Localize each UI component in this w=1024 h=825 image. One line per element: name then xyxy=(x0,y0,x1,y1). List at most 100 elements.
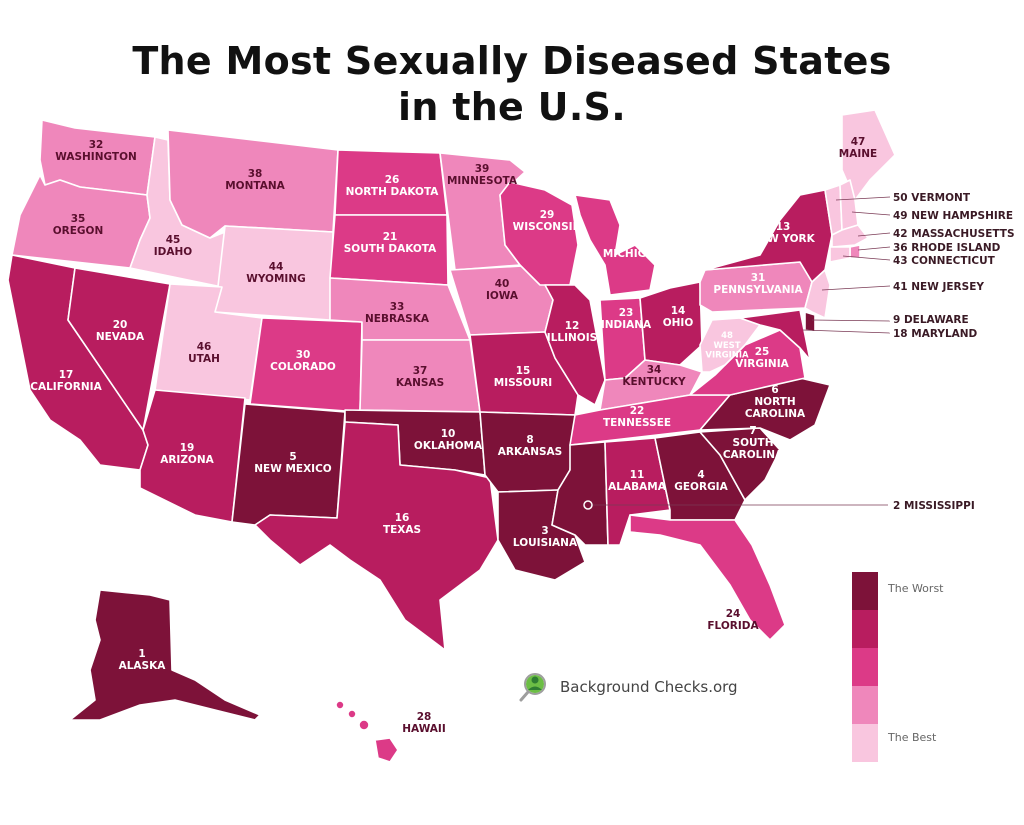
label-name: IOWA xyxy=(486,290,519,302)
ext-label-delaware: 9 DELAWARE xyxy=(893,314,969,326)
label-utah: 46 UTAH xyxy=(188,341,220,365)
label-wisconsin: 29 WISCONSIN xyxy=(513,209,582,233)
state-rhode-island xyxy=(849,244,861,259)
ext-label-mississippi: 2 MISSISSIPPI xyxy=(893,500,975,512)
label-name: UTAH xyxy=(188,353,220,365)
label-west-virginia: 48 WEST VIRGINIA xyxy=(705,331,749,361)
label-name: OREGON xyxy=(53,225,104,237)
label-alabama: 11 ALABAMA xyxy=(608,469,667,493)
label-name: MISSOURI xyxy=(494,377,552,389)
magnifier-person-icon xyxy=(519,673,546,702)
external-labels: 50 VERMONT 49 NEW HAMPSHIRE 42 MASSACHUS… xyxy=(583,192,1015,512)
label-nevada: 20 NEVADA xyxy=(96,319,145,343)
label-name: VIRGINIA xyxy=(735,358,789,370)
map-title-line-2: in the U.S. xyxy=(398,85,626,129)
label-florida: 24 FLORIDA xyxy=(707,608,759,632)
label-name: PENNSYLVANIA xyxy=(713,284,803,296)
state-maine xyxy=(841,109,896,201)
legend-swatch-worst xyxy=(852,572,878,610)
state-hawaii-isle-1 xyxy=(335,700,345,710)
leader-massachusetts xyxy=(857,232,891,237)
label-rank: 29 xyxy=(540,209,555,221)
label-new-mexico: 5 NEW MEXICO xyxy=(254,451,332,475)
state-west-virginia xyxy=(699,317,761,373)
ext-label-vermont: 50 VERMONT xyxy=(893,192,971,204)
label-north-dakota: 26 NORTH DAKOTA xyxy=(346,174,440,198)
label-name: ARKANSAS xyxy=(498,446,563,458)
map-title: The Most Sexually Diseased States in the… xyxy=(0,38,1024,130)
label-name: VIRGINIA xyxy=(705,351,749,361)
label-name: NEVADA xyxy=(96,331,145,343)
leader-vermont xyxy=(835,196,891,201)
label-name: TENNESSEE xyxy=(603,417,671,429)
label-ohio: 14 OHIO xyxy=(663,305,694,329)
mississippi-marker xyxy=(583,500,593,510)
label-name: WASHINGTON xyxy=(55,151,137,163)
label-name: ALASKA xyxy=(119,660,167,672)
label-rank: 13 xyxy=(776,221,791,233)
label-name: TEXAS xyxy=(383,524,421,536)
label-michigan: 27 MICHIGAN xyxy=(603,236,663,260)
label-rank: 5 xyxy=(289,451,296,463)
state-labels: 32 WASHINGTON 35 OREGON 17 CALIFORNIA 4 5 IDA… xyxy=(30,136,877,735)
label-kansas: 37 KANSAS xyxy=(396,365,444,389)
label-name: NEW MEXICO xyxy=(254,463,332,475)
label-rank: 8 xyxy=(526,434,533,446)
label-rank: 12 xyxy=(565,320,580,332)
ext-label-rhode-island: 36 RHODE ISLAND xyxy=(893,242,1001,254)
label-illinois: 12 ILLINOIS xyxy=(547,320,597,344)
label-name: NEBRASKA xyxy=(365,313,430,325)
label-name: ARIZONA xyxy=(160,454,214,466)
label-oklahoma: 10 OKLAHOMA xyxy=(414,428,483,452)
state-shapes xyxy=(7,109,896,763)
state-hawaii xyxy=(374,737,399,763)
label-rank: 40 xyxy=(495,278,510,290)
label-name: MICHIGAN xyxy=(603,248,663,260)
label-indiana: 23 INDIANA xyxy=(601,307,652,331)
label-name: LOUISIANA xyxy=(513,537,578,549)
label-rank: 4 xyxy=(697,469,704,481)
label-name: CAROLINA xyxy=(745,408,806,420)
label-rank: 21 xyxy=(383,231,398,243)
state-hawaii-isle-3 xyxy=(358,719,370,731)
label-south-dakota: 21 SOUTH DAKOTA xyxy=(344,231,437,255)
label-iowa: 40 IOWA xyxy=(486,278,519,302)
label-oregon: 35 OREGON xyxy=(53,213,104,237)
label-rank: 22 xyxy=(630,405,645,417)
label-name: NORTH xyxy=(754,396,795,408)
label-rank: 17 xyxy=(59,369,74,381)
label-name: OKLAHOMA xyxy=(414,440,483,452)
legend-swatch-best xyxy=(852,724,878,762)
leader-delaware xyxy=(811,319,891,322)
label-rank: 19 xyxy=(180,442,195,454)
label-name: FLORIDA xyxy=(707,620,759,632)
state-alaska xyxy=(69,589,261,721)
label-maine: 47 MAINE xyxy=(839,136,877,160)
label-arkansas: 8 ARKANSAS xyxy=(498,434,563,458)
legend-swatch-3 xyxy=(852,648,878,686)
label-rank: 39 xyxy=(475,163,490,175)
label-georgia: 4 GEORGIA xyxy=(674,469,728,493)
label-rank: 34 xyxy=(647,364,662,376)
label-california: 17 CALIFORNIA xyxy=(30,369,102,393)
ext-label-massachusetts: 42 MASSACHUSETTS xyxy=(893,228,1015,240)
ext-label-new-hampshire: 49 NEW HAMPSHIRE xyxy=(893,210,1013,222)
label-north-carolina: 6 NORTH CAROLINA xyxy=(745,384,806,420)
label-colorado: 30 COLORADO xyxy=(270,349,336,373)
label-name: CALIFORNIA xyxy=(30,381,102,393)
label-name: IDAHO xyxy=(154,246,193,258)
label-name: WEST xyxy=(713,341,740,351)
label-rank: 44 xyxy=(269,261,284,273)
label-louisiana: 3 LOUISIANA xyxy=(513,525,578,549)
label-rank: 32 xyxy=(89,139,104,151)
label-rank: 48 xyxy=(721,331,733,341)
label-rank: 30 xyxy=(296,349,311,361)
ext-label-new-jersey: 41 NEW JERSEY xyxy=(893,281,984,293)
label-rank: 14 xyxy=(671,305,686,317)
state-florida xyxy=(629,514,786,641)
label-rank: 20 xyxy=(113,319,128,331)
legend: The Worst The Best xyxy=(852,572,944,762)
label-virginia: 25 VIRGINIA xyxy=(735,346,789,370)
label-rank: 6 xyxy=(771,384,778,396)
label-tennessee: 22 TENNESSEE xyxy=(603,405,671,429)
